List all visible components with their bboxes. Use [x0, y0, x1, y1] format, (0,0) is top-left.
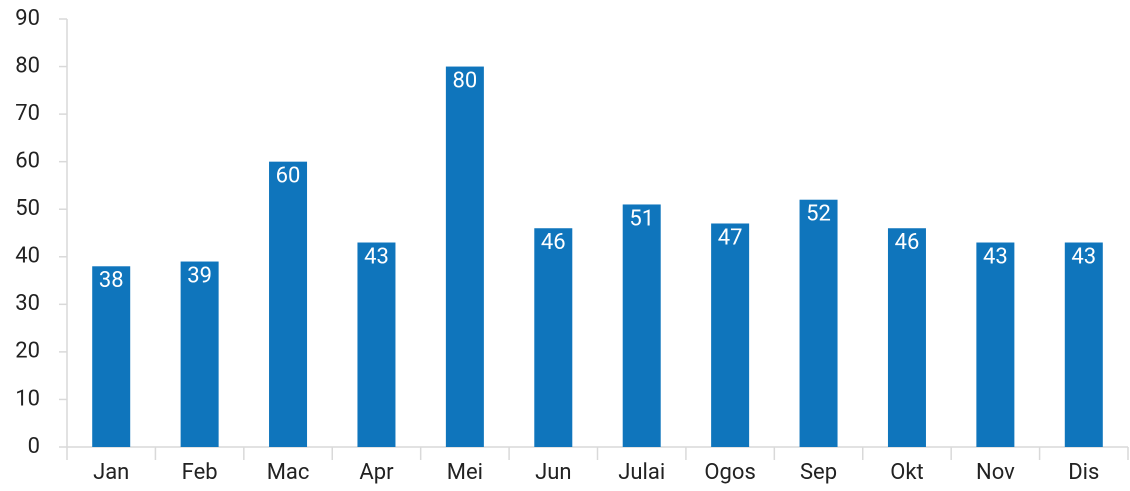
- value-label: 51: [629, 206, 654, 231]
- bar: [357, 242, 396, 447]
- value-label: 46: [541, 230, 566, 255]
- bar: [534, 228, 573, 447]
- y-tick-label: 90: [15, 6, 40, 31]
- bar: [180, 261, 219, 447]
- x-tick-label: Jun: [535, 460, 571, 485]
- x-tick-label: Julai: [618, 460, 665, 485]
- x-tick-label: Nov: [976, 460, 1015, 485]
- value-label: 43: [983, 244, 1008, 269]
- value-label: 80: [453, 68, 478, 93]
- x-tick-label: Jan: [93, 460, 129, 485]
- y-tick-label: 60: [15, 148, 40, 173]
- bar: [976, 242, 1015, 447]
- bar: [445, 66, 484, 448]
- bar: [92, 266, 131, 447]
- y-tick-label: 70: [15, 101, 40, 126]
- value-label: 52: [806, 202, 831, 227]
- value-label: 46: [895, 230, 920, 255]
- x-tick-label: Sep: [800, 460, 837, 485]
- value-label: 43: [364, 244, 389, 269]
- value-label: 60: [276, 163, 301, 188]
- y-tick-label: 30: [15, 291, 40, 316]
- value-label: 47: [718, 225, 743, 250]
- y-tick-label: 80: [15, 53, 40, 78]
- bar: [711, 223, 750, 447]
- bar: [622, 204, 661, 447]
- x-tick-label: Mac: [267, 460, 310, 485]
- bar: [1064, 242, 1103, 447]
- bar: [887, 228, 926, 447]
- y-tick-label: 20: [15, 339, 40, 364]
- x-tick-label: Okt: [890, 460, 923, 485]
- x-tick-label: Dis: [1068, 460, 1099, 485]
- y-tick-label: 10: [15, 386, 40, 411]
- x-tick-label: Ogos: [704, 460, 755, 485]
- x-tick-label: Feb: [182, 460, 218, 485]
- value-label: 39: [187, 263, 212, 288]
- y-tick-label: 40: [15, 244, 40, 269]
- value-label: 43: [1071, 244, 1096, 269]
- y-tick-label: 50: [15, 196, 40, 221]
- bar: [269, 161, 308, 447]
- value-label: 38: [99, 268, 124, 293]
- bar: [799, 199, 838, 447]
- y-tick-label: 0: [28, 434, 40, 459]
- x-tick-label: Apr: [359, 460, 394, 485]
- x-tick-label: Mei: [447, 460, 483, 485]
